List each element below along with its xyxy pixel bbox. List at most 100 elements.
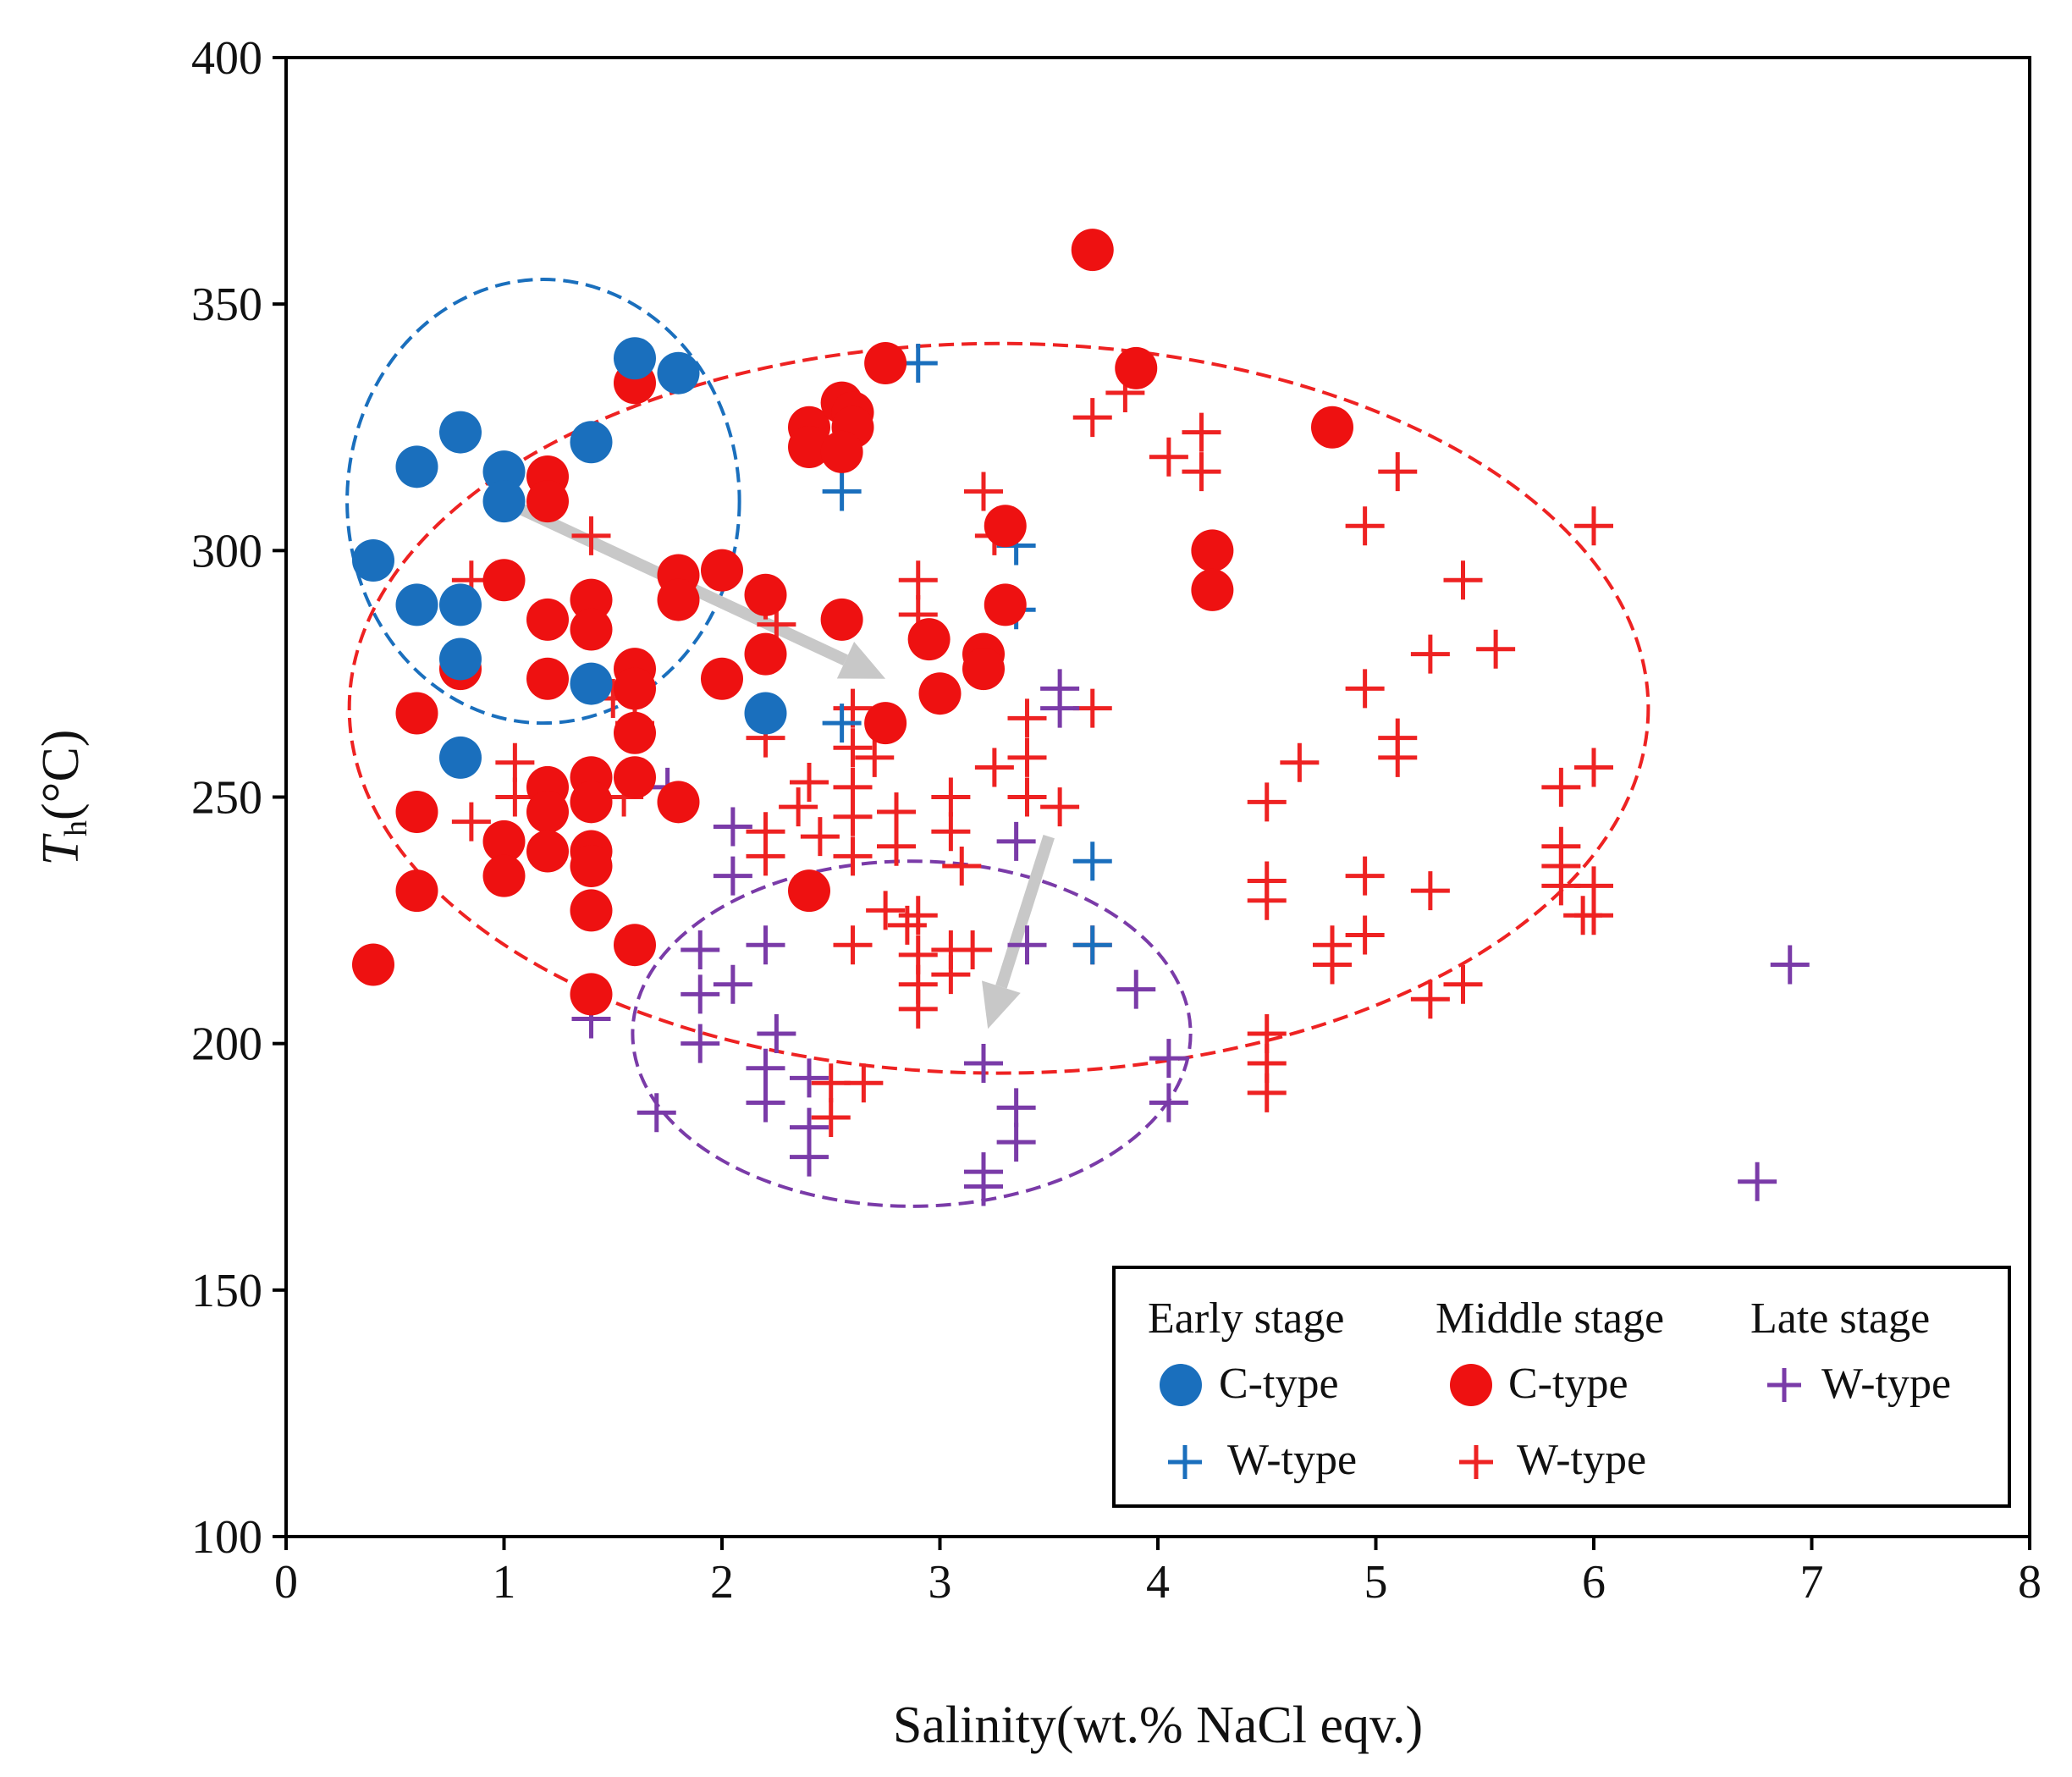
middle_w-point (1182, 412, 1221, 452)
middle_w-point (1072, 688, 1112, 728)
middle_c-point (395, 692, 438, 735)
legend-header-middle: Middle stage (1436, 1294, 1664, 1343)
middle_w-point (1574, 506, 1613, 546)
middle_w-point (1345, 856, 1385, 896)
legend-marker-early_c (1160, 1364, 1202, 1406)
middle_w-point (571, 516, 611, 555)
y-tick-label: 250 (191, 772, 262, 825)
middle_c-point (820, 430, 863, 473)
middle_w-point (1378, 737, 1418, 777)
middle_c-point (570, 889, 613, 932)
middle_c-point (984, 583, 1027, 626)
middle_c-point (1115, 346, 1158, 389)
middle_c-point (907, 618, 951, 661)
x-tick-label: 1 (493, 1556, 516, 1609)
middle_c-point (864, 342, 907, 385)
x-tick-label: 2 (710, 1556, 734, 1609)
late_w-point (757, 1014, 796, 1054)
middle_w-point (1313, 945, 1352, 985)
late_w-point (681, 930, 720, 970)
middle_c-point (395, 869, 438, 913)
middle_w-point (1345, 915, 1385, 955)
late_w-point (964, 1043, 1003, 1083)
middle_c-point (820, 598, 863, 641)
trend-arrow-head-2 (982, 980, 1021, 1029)
middle_w-point (898, 896, 938, 935)
y-tick-label: 350 (191, 279, 262, 331)
y-tick-label: 150 (191, 1265, 262, 1317)
early_w-point (1072, 842, 1112, 881)
middle_w-point (1247, 782, 1287, 822)
early_c-point (395, 583, 438, 626)
early_c-point (657, 351, 700, 395)
legend-header-early: Early stage (1148, 1294, 1344, 1343)
middle_c-point (570, 845, 613, 888)
middle_c-point (1191, 568, 1234, 611)
middle_w-point (833, 925, 873, 965)
middle_w-point (1541, 767, 1581, 807)
ellipse-late-stage (631, 859, 1193, 1208)
early_w-point (1072, 925, 1112, 965)
middle_w-point (1280, 742, 1320, 782)
middle_w-point (495, 742, 535, 782)
middle_w-point (931, 777, 971, 817)
middle_w-point (942, 847, 982, 886)
middle_w-point (800, 817, 840, 857)
late_w-point (996, 821, 1036, 861)
early_w-point (822, 704, 862, 743)
legend-marker-early_w (1168, 1445, 1202, 1479)
y-tick-label: 300 (191, 525, 262, 577)
middle_c-point (1311, 406, 1353, 449)
late_w-point (746, 925, 785, 965)
middle_w-point (746, 836, 785, 876)
middle_c-point (482, 854, 526, 897)
middle_c-point (614, 711, 656, 754)
middle_w-point (1443, 964, 1483, 1004)
legend-marker-late_w (1767, 1368, 1801, 1402)
middle_c-point (962, 648, 1005, 691)
middle_w-point (1410, 634, 1450, 674)
early_w-point (822, 472, 862, 511)
middle_c-point (482, 559, 526, 602)
middle_w-point (833, 836, 873, 876)
middle_c-point (352, 943, 394, 986)
middle_w-point (451, 802, 491, 842)
middle_w-point (811, 1098, 851, 1138)
x-tick-label: 4 (1146, 1556, 1170, 1609)
middle_c-point (1071, 229, 1114, 272)
middle_c-point (918, 672, 962, 715)
legend-entries (1160, 1364, 1801, 1479)
y-axis-title-main: T (32, 832, 90, 865)
late_w-point (1116, 969, 1156, 1009)
middle_w-point (877, 826, 916, 866)
series-middle_c (352, 229, 1353, 1016)
middle_w-point (1574, 748, 1613, 787)
y-tick-label: 400 (191, 32, 262, 85)
late_w-point (1007, 925, 1047, 965)
early_c-point (570, 421, 613, 464)
late_w-point (746, 1048, 785, 1088)
middle_w-point (1149, 437, 1188, 477)
middle_c-point (570, 578, 613, 621)
data-points (352, 229, 1810, 1206)
legend-marker-middle_w (1459, 1445, 1493, 1479)
middle_w-point (964, 472, 1003, 511)
middle_c-point (788, 426, 830, 469)
middle_c-point (395, 790, 438, 833)
middle_w-point (877, 792, 916, 831)
late_w-point (1149, 1083, 1188, 1123)
late_w-point (746, 1083, 785, 1123)
trend-arrow-shaft-2 (995, 834, 1055, 989)
late_w-point (636, 1093, 676, 1133)
middle_c-point (526, 830, 569, 873)
late_w-point (681, 1024, 720, 1063)
middle_w-point (1040, 787, 1080, 827)
y-tick-label: 100 (191, 1511, 262, 1564)
late_w-point (681, 974, 720, 1014)
late_w-point (1149, 1039, 1188, 1079)
early_c-point (439, 637, 482, 681)
middle_w-point (974, 748, 1014, 787)
middle_c-point (570, 973, 613, 1016)
early_c-point (482, 480, 526, 523)
middle_w-point (495, 777, 535, 817)
